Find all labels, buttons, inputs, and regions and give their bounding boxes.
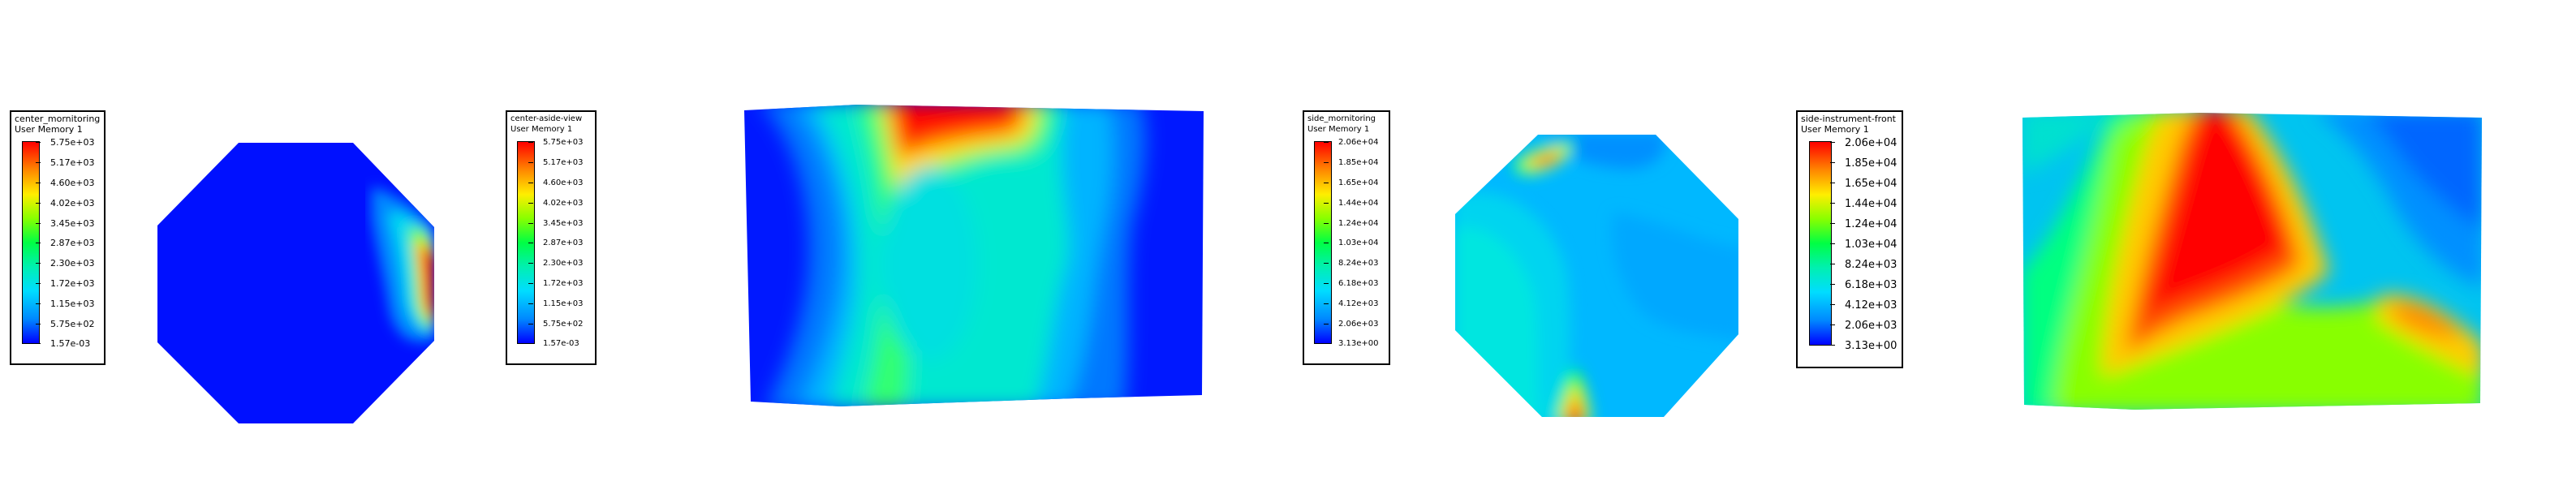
tick-label: 8.24e+03 xyxy=(1829,259,1898,271)
legend-center-aside-view: center-aside-view User Memory 1 5.75e+03… xyxy=(506,110,597,365)
legend-title: center-aside-view xyxy=(510,114,583,123)
legend-side-mornitoring: side_mornitoring User Memory 1 2.06e+04 … xyxy=(1303,110,1390,365)
tick-label: 1.57e-03 xyxy=(35,338,91,349)
legend-center-mornitoring: center_mornitoring User Memory 1 5.75e+0… xyxy=(10,110,106,365)
legend-title: center_mornitoring xyxy=(15,114,101,124)
tick-label: 5.17e+03 xyxy=(528,158,584,167)
tick-label: 2.87e+03 xyxy=(528,238,584,247)
tick-label: 5.75e+02 xyxy=(528,320,584,329)
tick-label: 6.18e+03 xyxy=(1324,279,1379,288)
colorbar xyxy=(1809,141,1832,346)
legend-title: side_mornitoring xyxy=(1307,114,1376,123)
tick-label: 1.44e+04 xyxy=(1324,199,1379,208)
tick-label: 2.06e+03 xyxy=(1829,320,1898,332)
legend-subtitle: User Memory 1 xyxy=(510,125,573,134)
tick-label: 2.30e+03 xyxy=(35,258,95,269)
tick-label: 2.87e+03 xyxy=(35,238,95,248)
tick-label: 1.72e+03 xyxy=(35,278,95,289)
legend-subtitle: User Memory 1 xyxy=(1307,125,1370,134)
tick-label: 3.45e+03 xyxy=(528,219,584,228)
tick-label: 2.06e+04 xyxy=(1324,138,1379,147)
tick-label: 1.85e+04 xyxy=(1324,158,1379,167)
tick-label: 3.45e+03 xyxy=(35,218,95,229)
tick-label: 6.18e+03 xyxy=(1829,279,1898,291)
tick-label: 5.75e+03 xyxy=(35,137,95,148)
contour-plot-side-instrument-front xyxy=(2022,113,2482,410)
colorbar xyxy=(1314,141,1332,344)
tick-label: 4.02e+03 xyxy=(35,198,95,208)
tick-label: 4.60e+03 xyxy=(528,178,584,187)
tick-label: 2.30e+03 xyxy=(528,259,584,268)
tick-label: 1.65e+04 xyxy=(1829,178,1898,190)
tick-label: 3.13e+00 xyxy=(1829,340,1898,352)
legend-subtitle: User Memory 1 xyxy=(15,124,83,135)
tick-label: 1.15e+03 xyxy=(528,299,584,308)
tick-label: 1.03e+04 xyxy=(1324,238,1379,247)
tick-label: 4.60e+03 xyxy=(35,178,95,188)
contour-plot-side-mornitoring xyxy=(1455,135,1738,417)
legend-side-instrument-front: side-instrument-front User Memory 1 2.06… xyxy=(1796,110,1903,368)
tick-label: 5.17e+03 xyxy=(35,157,95,168)
tick-label: 8.24e+03 xyxy=(1324,259,1379,268)
tick-label: 3.13e+00 xyxy=(1324,339,1379,348)
tick-label: 5.75e+02 xyxy=(35,319,95,329)
tick-label: 5.75e+03 xyxy=(528,138,584,147)
legend-title: side-instrument-front xyxy=(1801,114,1896,124)
legend-subtitle: User Memory 1 xyxy=(1801,124,1869,135)
tick-label: 2.06e+03 xyxy=(1324,320,1379,329)
colorbar xyxy=(517,141,535,344)
tick-label: 4.12e+03 xyxy=(1829,299,1898,312)
tick-label: 1.57e-03 xyxy=(528,339,579,348)
tick-label: 1.03e+04 xyxy=(1829,238,1898,251)
tick-label: 1.24e+04 xyxy=(1324,219,1379,228)
contour-plot-center-aside-view xyxy=(744,105,1204,406)
tick-label: 1.72e+03 xyxy=(528,279,584,288)
contour-plot-center-mornitoring xyxy=(157,143,434,423)
tick-label: 1.85e+04 xyxy=(1829,157,1898,170)
tick-label: 1.44e+04 xyxy=(1829,198,1898,210)
tick-label: 1.65e+04 xyxy=(1324,178,1379,187)
tick-label: 4.02e+03 xyxy=(528,199,584,208)
tick-label: 4.12e+03 xyxy=(1324,299,1379,308)
tick-label: 2.06e+04 xyxy=(1829,137,1898,149)
tick-label: 1.24e+04 xyxy=(1829,218,1898,230)
tick-label: 1.15e+03 xyxy=(35,299,95,309)
